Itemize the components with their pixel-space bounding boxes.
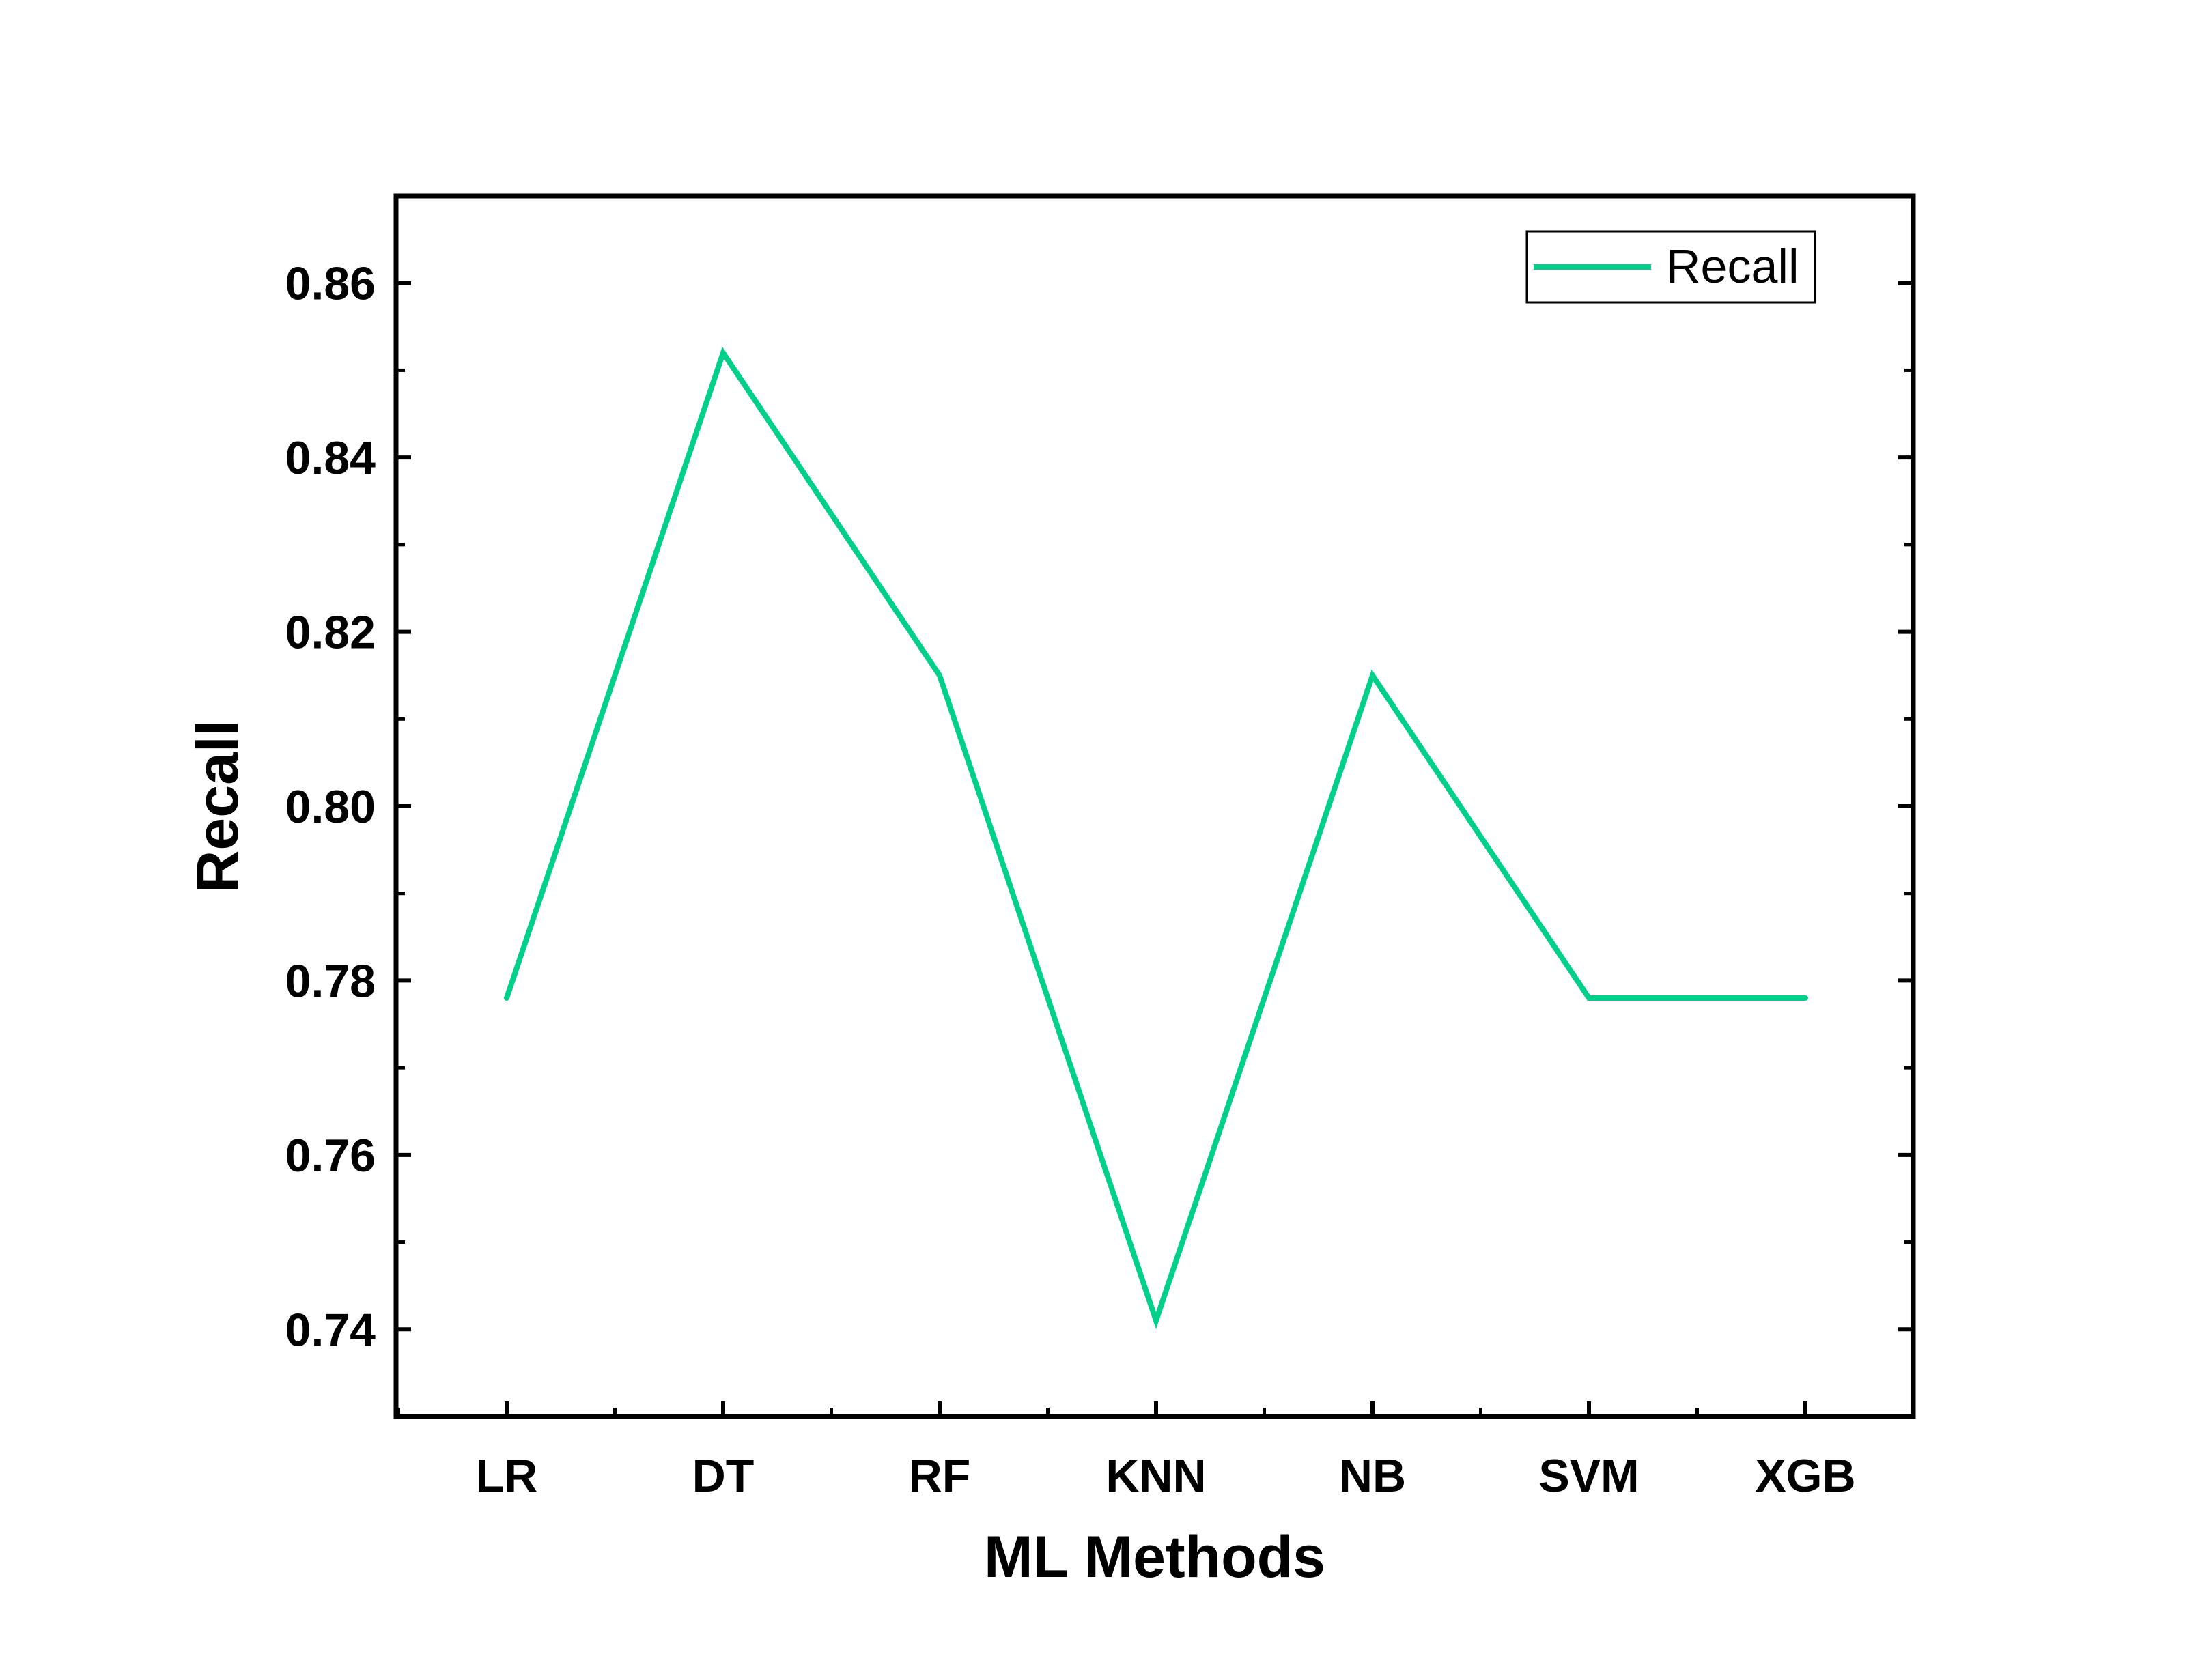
data-point bbox=[722, 352, 724, 354]
x-tick-label: RF bbox=[909, 1450, 971, 1502]
x-tick-label: NB bbox=[1339, 1450, 1406, 1502]
x-tick-label: SVM bbox=[1538, 1450, 1639, 1502]
x-tick-label: DT bbox=[692, 1450, 755, 1502]
y-axis-ticks: 0.74 0.76 0.78 0.80 0.82 0.84 0.86 bbox=[285, 258, 1913, 1356]
y-tick-label: 0.80 bbox=[285, 781, 376, 833]
x-axis-title: ML Methods bbox=[984, 1524, 1325, 1590]
data-point bbox=[1805, 997, 1806, 999]
y-tick-label: 0.74 bbox=[285, 1304, 376, 1356]
data-point bbox=[1155, 1320, 1157, 1322]
x-tick-label: XGB bbox=[1755, 1450, 1855, 1502]
legend: Recall bbox=[1525, 230, 1816, 304]
legend-label-recall: Recall bbox=[1666, 240, 1799, 293]
data-point bbox=[939, 674, 940, 676]
y-axis-title: Recall bbox=[185, 720, 251, 892]
data-point bbox=[1588, 997, 1590, 999]
y-tick-label: 0.82 bbox=[285, 607, 376, 659]
x-tick-label: KNN bbox=[1106, 1450, 1206, 1502]
y-tick-label: 0.86 bbox=[285, 258, 376, 310]
x-axis-ticks: LR DT RF KNN NB SVM XGB bbox=[397, 1401, 1856, 1502]
series-line-recall bbox=[504, 346, 1808, 1330]
series-layer bbox=[504, 346, 1808, 1330]
data-point bbox=[1372, 674, 1373, 676]
y-tick-label: 0.76 bbox=[285, 1130, 376, 1182]
plot-frame bbox=[393, 193, 1916, 1419]
data-point bbox=[506, 997, 507, 999]
x-tick-label: LR bbox=[476, 1450, 538, 1502]
y-tick-label: 0.78 bbox=[285, 955, 376, 1007]
y-tick-label: 0.84 bbox=[285, 432, 376, 484]
